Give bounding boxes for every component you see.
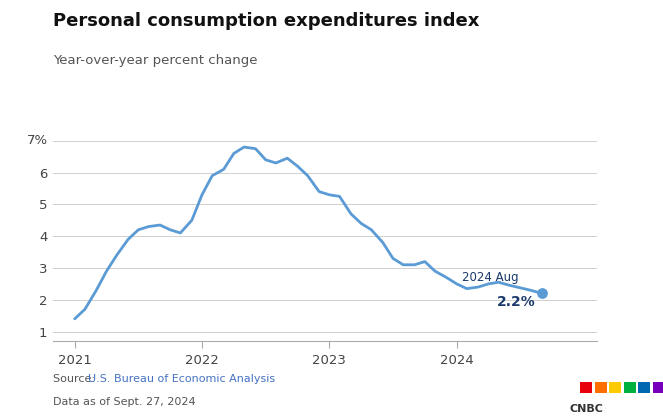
Text: 7%: 7%: [27, 134, 48, 147]
Text: Year-over-year percent change: Year-over-year percent change: [53, 54, 257, 67]
Text: CNBC: CNBC: [570, 404, 604, 414]
Text: U.S. Bureau of Economic Analysis: U.S. Bureau of Economic Analysis: [88, 374, 274, 384]
Text: 2024 Aug: 2024 Aug: [462, 272, 519, 285]
Text: 2.2%: 2.2%: [497, 295, 536, 309]
Text: Personal consumption expenditures index: Personal consumption expenditures index: [53, 12, 479, 30]
Text: Source:: Source:: [53, 374, 99, 384]
Point: [536, 290, 547, 297]
Text: Data as of Sept. 27, 2024: Data as of Sept. 27, 2024: [53, 397, 196, 407]
